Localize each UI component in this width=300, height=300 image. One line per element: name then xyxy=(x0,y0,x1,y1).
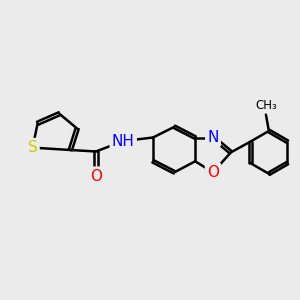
Text: NH: NH xyxy=(112,134,135,148)
Text: CH₃: CH₃ xyxy=(255,99,277,112)
Text: O: O xyxy=(90,169,102,184)
Text: N: N xyxy=(207,130,219,145)
Text: O: O xyxy=(207,165,219,180)
Text: S: S xyxy=(28,140,38,155)
